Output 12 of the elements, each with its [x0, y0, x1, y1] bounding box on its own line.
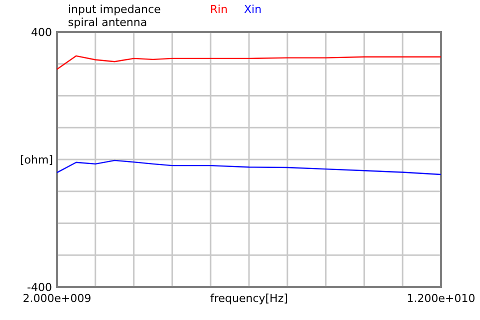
y-tick-label: 400 — [31, 26, 52, 39]
y-axis-title: [ohm] — [20, 154, 53, 166]
chart-subtitle: spiral antenna — [68, 16, 148, 29]
text: Rin — [210, 3, 228, 16]
line-series — [56, 55, 442, 70]
line-series — [56, 160, 442, 176]
y-tick-label: -400 — [27, 281, 52, 294]
x-axis-title: frequency[Hz] — [210, 292, 288, 305]
x-tick-label: 2.000e+009 — [22, 292, 92, 305]
chart-title: input impedance — [68, 3, 162, 16]
x-tick-label: 1.200e+010 — [406, 292, 476, 305]
text: Xin — [244, 3, 262, 16]
